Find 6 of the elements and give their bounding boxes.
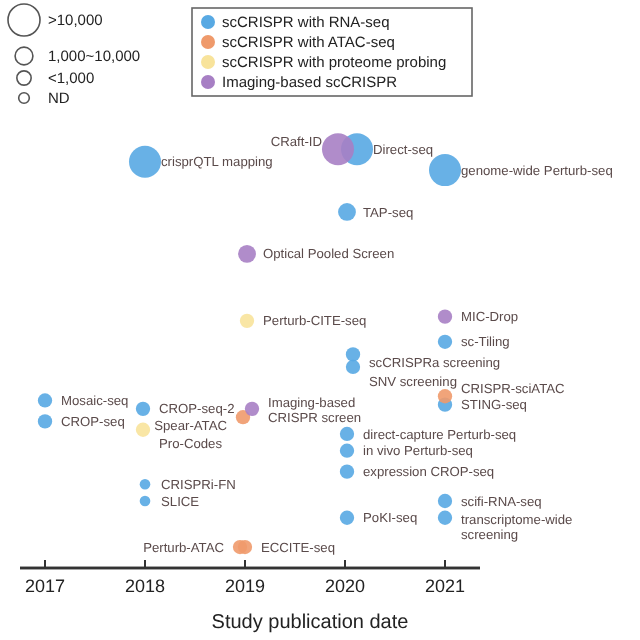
x-tick-label: 2019 [224, 576, 266, 596]
x-tick-label: 2017 [24, 576, 66, 596]
x-tick-label: 2018 [124, 576, 166, 596]
x-tick-label: 2020 [324, 576, 366, 596]
x-tick-label: 2021 [424, 576, 466, 596]
x-axis-title: Study publication date [211, 612, 410, 634]
